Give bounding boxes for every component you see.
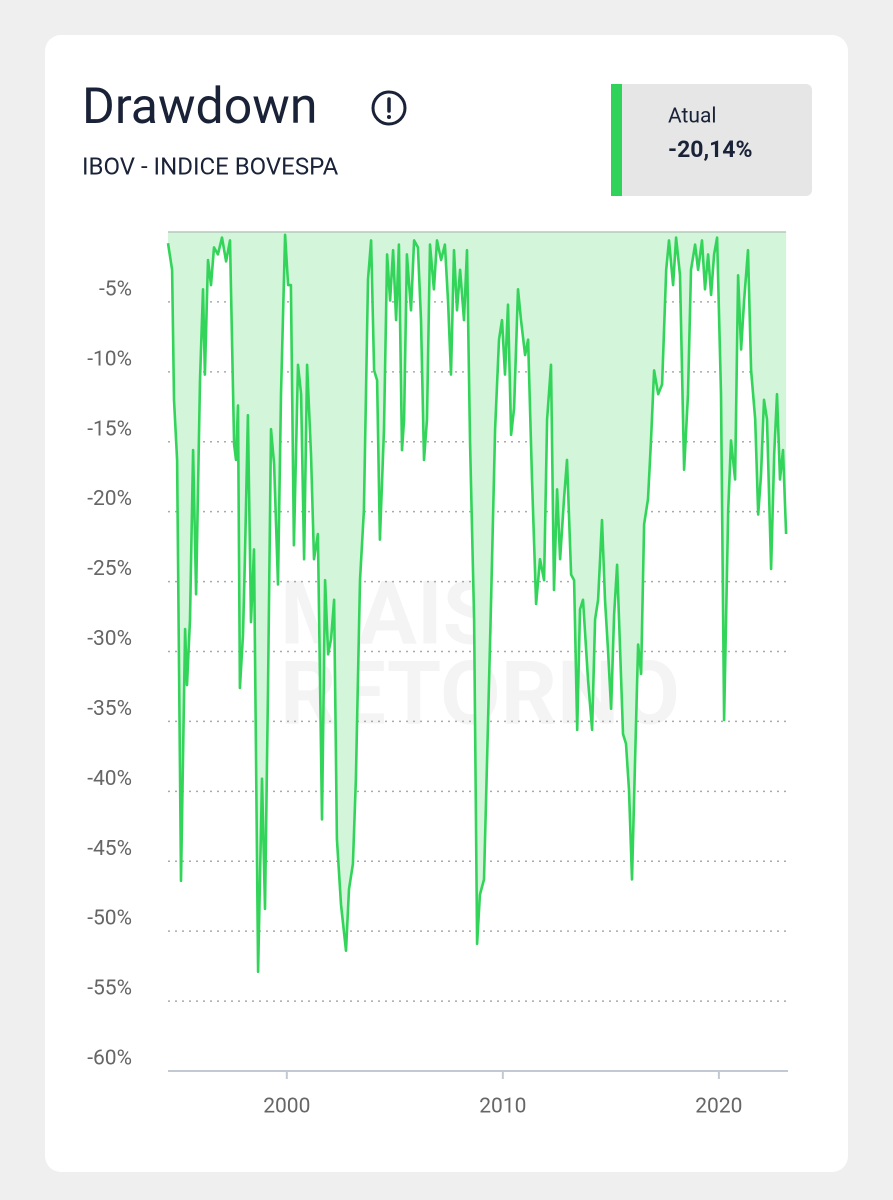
y-tick-label: -50% [87, 907, 132, 931]
current-value: -20,14% [668, 136, 753, 163]
x-tick-label: 2000 [263, 1095, 310, 1119]
line [166, 233, 788, 973]
badge-accent [611, 84, 622, 196]
plot: MAISRETORNO-5%-10%-15%-20%-25%-30%-35%-4… [87, 231, 788, 1119]
watermark: MAIS [280, 562, 497, 665]
y-tick-label: -10% [87, 347, 132, 371]
x-tick-label: 2010 [479, 1095, 526, 1119]
current-badge [611, 84, 812, 196]
y-tick-label: -30% [87, 627, 132, 651]
y-tick-label: -20% [87, 487, 132, 511]
y-tick-label: -15% [87, 417, 132, 441]
subtitle: IBOV - INDICE BOVESPA [82, 152, 339, 180]
x-tick-label: 2020 [695, 1095, 742, 1119]
title: Drawdown [82, 78, 317, 136]
y-tick-label: -40% [87, 767, 132, 791]
y-tick-label: -60% [87, 1047, 132, 1071]
area [168, 232, 787, 972]
y-tick-label: -25% [87, 557, 132, 581]
y-tick-label: -35% [87, 697, 132, 721]
y-tick-label: -5% [99, 277, 132, 301]
y-tick-label: -45% [87, 837, 132, 861]
info-icon[interactable] [371, 90, 407, 126]
y-tick-label: -55% [87, 977, 132, 1001]
current-label: Atual [668, 105, 717, 129]
